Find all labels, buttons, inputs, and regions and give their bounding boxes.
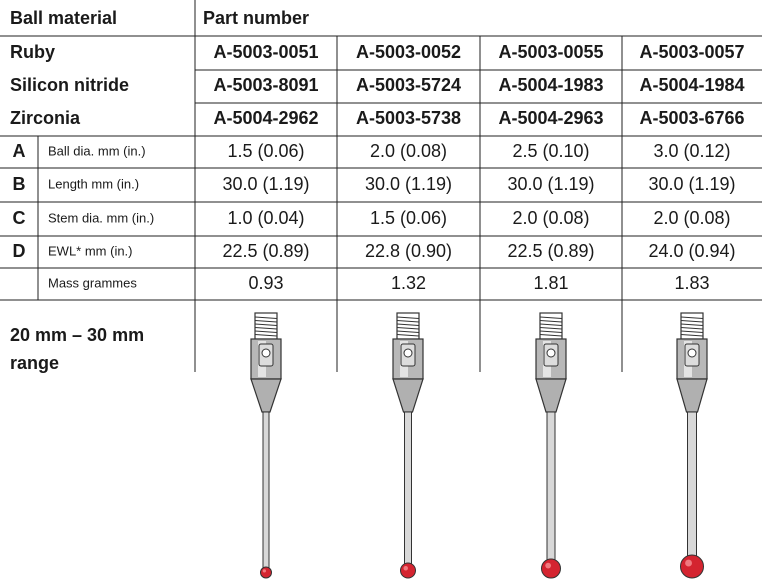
spec-letter: C bbox=[13, 208, 26, 228]
thread-line bbox=[396, 323, 420, 326]
spec-label: Ball dia. mm (in.) bbox=[48, 143, 146, 158]
part-number: A-5003-5738 bbox=[356, 108, 461, 128]
thread-line bbox=[539, 320, 563, 323]
part-number: A-5004-1983 bbox=[498, 75, 603, 95]
thread-line bbox=[396, 330, 420, 333]
thread-line bbox=[254, 334, 278, 337]
part-number: A-5003-6766 bbox=[639, 108, 744, 128]
spec-letter: D bbox=[13, 241, 26, 261]
spec-label: Length mm (in.) bbox=[48, 176, 139, 191]
thread-line bbox=[680, 330, 704, 333]
part-number: A-5003-0051 bbox=[213, 42, 318, 62]
hole bbox=[261, 348, 271, 358]
hole bbox=[403, 348, 413, 358]
stylus-illustration bbox=[250, 312, 282, 579]
part-number: A-5003-5724 bbox=[356, 75, 461, 95]
material-name: Silicon nitride bbox=[10, 75, 129, 95]
material-name: Ruby bbox=[10, 42, 55, 62]
taper bbox=[250, 378, 282, 413]
thread-line bbox=[254, 316, 278, 319]
taper bbox=[392, 378, 424, 413]
thread-line bbox=[539, 316, 563, 319]
thread-line bbox=[396, 320, 420, 323]
spec-letter: A bbox=[13, 141, 26, 161]
spec-value: 30.0 (1.19) bbox=[648, 174, 735, 194]
part-number: A-5004-2962 bbox=[213, 108, 318, 128]
thread-line bbox=[396, 327, 420, 330]
thread-line bbox=[539, 330, 563, 333]
part-number: A-5003-8091 bbox=[213, 75, 318, 95]
part-number: A-5003-0057 bbox=[639, 42, 744, 62]
spec-value: 30.0 (1.19) bbox=[365, 174, 452, 194]
hole bbox=[687, 348, 697, 358]
spec-value: 2.0 (0.08) bbox=[653, 208, 730, 228]
spec-value: 2.0 (0.08) bbox=[370, 141, 447, 161]
thread-line bbox=[254, 327, 278, 330]
thread-line bbox=[254, 320, 278, 323]
part-number-header: Part number bbox=[203, 8, 309, 28]
thread-line bbox=[396, 316, 420, 319]
stylus-illustration bbox=[392, 312, 424, 579]
stem bbox=[546, 411, 556, 562]
ball-shine bbox=[262, 569, 266, 573]
spec-label: Mass grammes bbox=[48, 275, 137, 290]
spec-value: 2.0 (0.08) bbox=[512, 208, 589, 228]
spec-value: 22.5 (0.89) bbox=[222, 241, 309, 261]
spec-value: 1.0 (0.04) bbox=[227, 208, 304, 228]
thread-line bbox=[680, 316, 704, 319]
part-number: A-5004-1984 bbox=[639, 75, 744, 95]
thread-line bbox=[254, 330, 278, 333]
range-label: range bbox=[10, 353, 59, 373]
part-number: A-5004-2963 bbox=[498, 108, 603, 128]
spec-value: 1.5 (0.06) bbox=[227, 141, 304, 161]
spec-value: 2.5 (0.10) bbox=[512, 141, 589, 161]
part-number: A-5003-0052 bbox=[356, 42, 461, 62]
thread-line bbox=[680, 334, 704, 337]
spec-value: 1.32 bbox=[391, 273, 426, 293]
stylus-illustration bbox=[676, 312, 708, 579]
range-label: 20 mm – 30 mm bbox=[10, 325, 144, 345]
thread-line bbox=[680, 327, 704, 330]
ball bbox=[680, 554, 704, 579]
ball-shine bbox=[403, 566, 408, 571]
spec-label: EWL* mm (in.) bbox=[48, 243, 133, 258]
stylus-illustration bbox=[535, 312, 567, 579]
spec-value: 30.0 (1.19) bbox=[507, 174, 594, 194]
thread-line bbox=[254, 323, 278, 326]
taper bbox=[676, 378, 708, 413]
ball bbox=[260, 566, 272, 579]
thread-line bbox=[396, 334, 420, 337]
spec-value: 24.0 (0.94) bbox=[648, 241, 735, 261]
ball bbox=[541, 558, 561, 579]
spec-value: 22.5 (0.89) bbox=[507, 241, 594, 261]
stem bbox=[687, 411, 697, 558]
thread-line bbox=[539, 334, 563, 337]
stem bbox=[262, 411, 270, 570]
taper bbox=[535, 378, 567, 413]
spec-value: 1.83 bbox=[674, 273, 709, 293]
hole bbox=[546, 348, 556, 358]
spec-value: 3.0 (0.12) bbox=[653, 141, 730, 161]
spec-value: 1.5 (0.06) bbox=[370, 208, 447, 228]
ball-shine bbox=[545, 562, 552, 569]
part-number: A-5003-0055 bbox=[498, 42, 603, 62]
spec-label: Stem dia. mm (in.) bbox=[48, 210, 154, 225]
spec-value: 22.8 (0.90) bbox=[365, 241, 452, 261]
ball bbox=[400, 562, 416, 579]
spec-value: 30.0 (1.19) bbox=[222, 174, 309, 194]
spec-letter: B bbox=[13, 174, 26, 194]
spec-value: 1.81 bbox=[533, 273, 568, 293]
thread-line bbox=[680, 323, 704, 326]
spec-value: 0.93 bbox=[248, 273, 283, 293]
thread-line bbox=[539, 327, 563, 330]
thread-line bbox=[539, 323, 563, 326]
thread-line bbox=[680, 320, 704, 323]
material-name: Zirconia bbox=[10, 108, 81, 128]
material-header: Ball material bbox=[10, 8, 117, 28]
stem bbox=[404, 411, 412, 566]
ball-shine bbox=[685, 559, 692, 567]
